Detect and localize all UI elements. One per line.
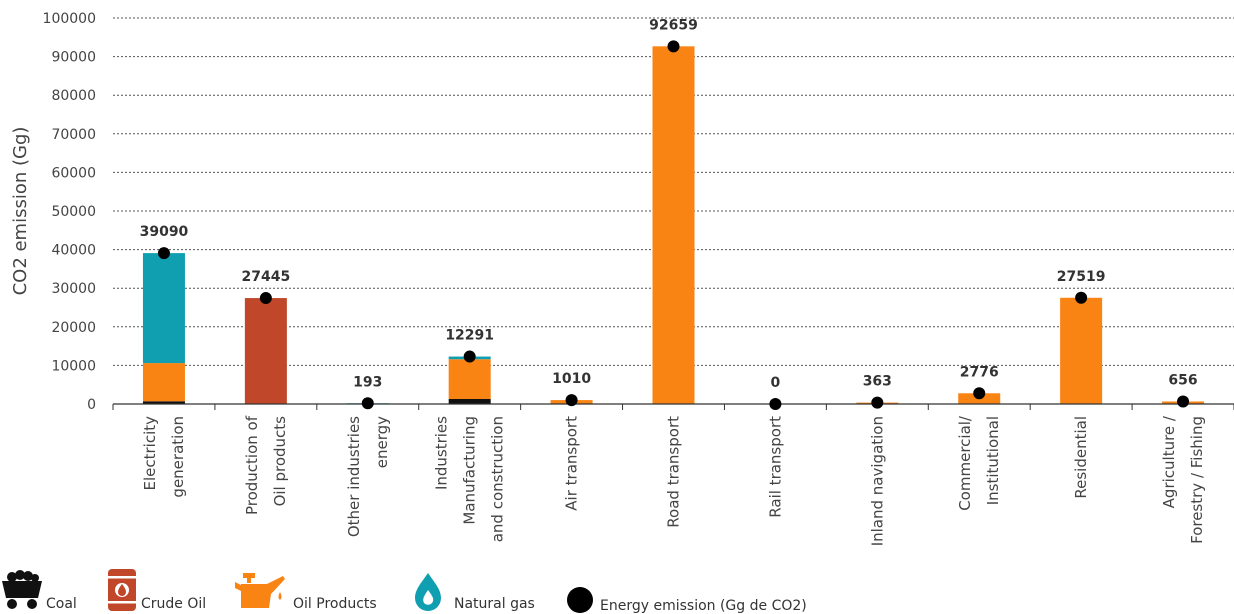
bars	[142, 46, 1205, 405]
energy-emission-dot	[463, 350, 476, 363]
legend-label: Oil Products	[293, 596, 377, 612]
data-label: 363	[863, 374, 892, 390]
category-label: generation	[169, 416, 187, 498]
y-tick-label: 100000	[43, 11, 96, 27]
data-label: 1010	[552, 371, 591, 387]
y-tick-label: 30000	[51, 281, 96, 297]
bar-segment	[1060, 297, 1103, 404]
category-label: Agriculture /	[1160, 415, 1178, 508]
energy-emission-dot	[157, 247, 170, 260]
data-label: 12291	[445, 328, 494, 344]
data-label: 193	[353, 374, 382, 390]
legend-label: Natural gas	[454, 596, 535, 612]
data-label: 39090	[140, 224, 189, 240]
data-label: 92659	[649, 17, 698, 33]
energy-emission-dot	[973, 387, 986, 400]
y-tick-label: 40000	[51, 243, 96, 259]
bar-segment	[448, 359, 491, 399]
category-label: Rail transport	[766, 416, 784, 518]
energy-emission-dot	[259, 292, 272, 305]
y-axis-label: CO2 emission (Gg)	[10, 127, 31, 296]
oil-can-icon	[235, 573, 285, 608]
category-label: Production of	[243, 415, 261, 515]
data-label: 27519	[1057, 269, 1106, 285]
legend: Coal Crude Oil Oil Products Natural gas	[0, 566, 1234, 614]
legend-label: Crude Oil	[141, 596, 207, 612]
category-label: Road transport	[665, 416, 683, 528]
energy-emission-dot	[1075, 291, 1088, 304]
category-label: Inland navigation	[868, 416, 886, 546]
data-label: 2776	[960, 364, 999, 380]
y-tick-label: 10000	[51, 358, 96, 374]
energy-emission-dot	[565, 394, 578, 407]
y-axis: 0 10000 20000 30000 40000 50000 60000 70000 8000…	[43, 11, 96, 413]
category-label: Other industries	[345, 416, 363, 537]
coal-cart-icon	[2, 570, 42, 609]
category-label: Institutional	[984, 416, 1002, 505]
category-label: Manufacturing	[461, 416, 479, 525]
data-label: 27445	[242, 269, 291, 285]
oil-barrel-icon	[108, 569, 136, 611]
bar-segment	[142, 363, 185, 402]
category-label: Industries	[433, 416, 451, 490]
category-label: Forestry / Fishing	[1188, 416, 1206, 544]
bar-segment	[142, 253, 185, 364]
y-tick-label: 20000	[51, 320, 96, 336]
y-tick-label: 80000	[51, 88, 96, 104]
energy-emission-dot	[667, 40, 680, 53]
x-axis: Electricity generation Production of Oil pr…	[112, 403, 1234, 546]
category-label: energy	[373, 416, 391, 468]
category-label: Commercial/	[956, 415, 974, 511]
y-tick-label: 50000	[51, 204, 96, 220]
bar-segment	[142, 401, 185, 404]
legend-label: Coal	[46, 596, 77, 612]
energy-emission-dot	[361, 397, 374, 410]
bar-segment	[652, 46, 695, 404]
bar-segment	[244, 298, 287, 404]
y-tick-label: 70000	[51, 127, 96, 143]
energy-emission-dot	[1177, 395, 1190, 408]
energy-emission-dot	[871, 396, 884, 409]
data-label: 656	[1168, 372, 1197, 388]
black-dot-icon	[567, 587, 593, 613]
data-label: 0	[771, 375, 781, 391]
y-axis-title: CO2 emission (Gg)	[10, 127, 31, 296]
y-tick-label: 60000	[51, 165, 96, 181]
chart: 0 10000 20000 30000 40000 50000 60000 70000 8000…	[10, 11, 1234, 546]
category-label: Oil products	[271, 416, 289, 507]
y-tick-label: 90000	[51, 50, 96, 66]
category-label: and construction	[489, 416, 507, 542]
category-label: Residential	[1072, 416, 1090, 499]
gas-flame-icon	[415, 573, 441, 611]
energy-emission-dot	[769, 398, 782, 410]
legend-label: Energy emission (Gg de CO2)	[600, 598, 807, 614]
bar-segment	[448, 398, 491, 404]
energy-emission-markers: 39090 27445 193 12291 1010 92659 0 363 2776 27519…	[140, 17, 1198, 410]
y-tick-label: 0	[87, 397, 96, 413]
category-label: Air transport	[563, 416, 581, 511]
category-label: Electricity	[141, 416, 159, 491]
